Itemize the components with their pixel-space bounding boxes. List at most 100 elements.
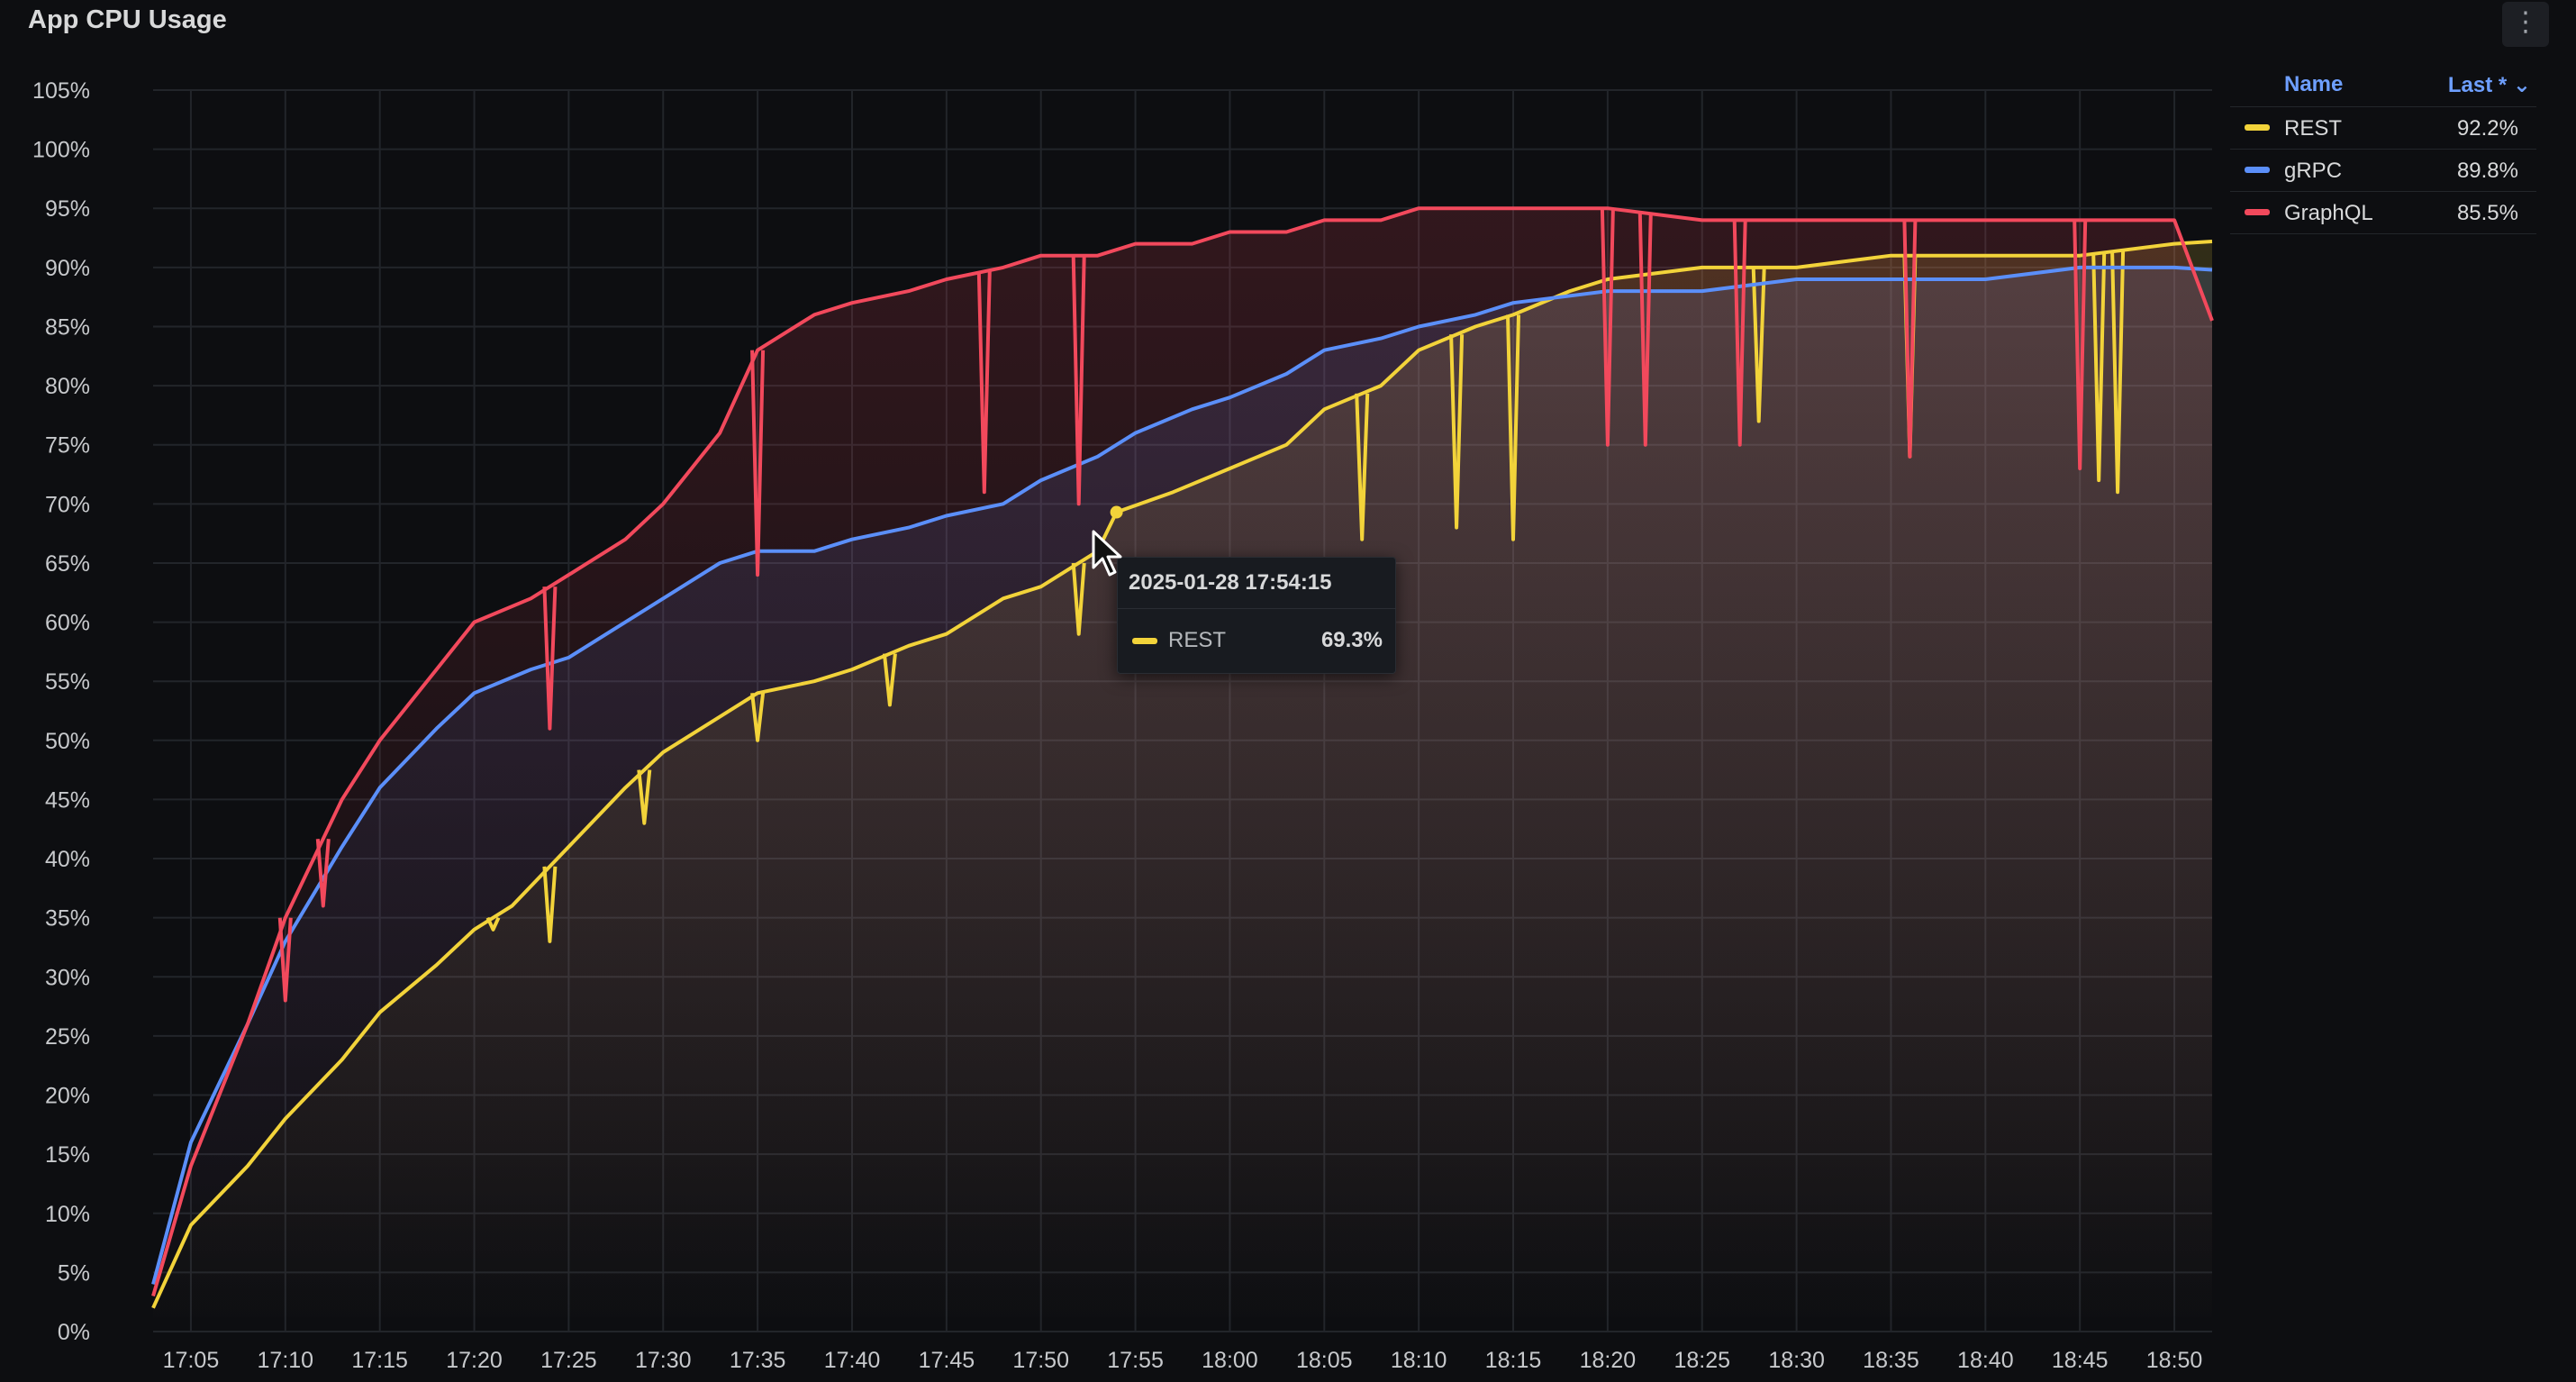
y-tick-label: 40%	[45, 847, 90, 872]
x-tick-label: 17:40	[824, 1348, 881, 1373]
y-tick-label: 25%	[45, 1024, 90, 1050]
y-tick-label: 95%	[45, 196, 90, 222]
mouse-cursor-icon	[1092, 530, 1122, 577]
tooltip-series-name: REST	[1168, 628, 1227, 652]
legend-item-rest[interactable]: REST 92.2%	[2230, 106, 2536, 149]
y-tick-label: 80%	[45, 374, 90, 399]
legend-item-grpc[interactable]: gRPC 89.8%	[2230, 149, 2536, 191]
y-tick-label: 70%	[45, 492, 90, 517]
series-dip-rest	[1449, 334, 1465, 530]
series-dip-rest	[750, 693, 766, 742]
tooltip-swatch	[1132, 638, 1157, 644]
hover-point-rest	[1110, 505, 1123, 519]
y-tick-label: 100%	[32, 138, 90, 163]
tooltip-timestamp: 2025-01-28 17:54:15	[1129, 570, 1332, 595]
series-area-graphql	[153, 208, 2212, 1332]
x-tick-label: 18:25	[1673, 1348, 1730, 1373]
y-tick-label: 20%	[45, 1084, 90, 1109]
x-tick-label: 18:20	[1580, 1348, 1637, 1373]
x-tick-label: 18:05	[1296, 1348, 1353, 1373]
x-tick-label: 17:20	[446, 1348, 503, 1373]
series-dip-graphql	[315, 839, 331, 908]
x-tick-label: 17:45	[919, 1348, 975, 1373]
panel-header: App CPU Usage ⋮	[0, 0, 2576, 47]
y-tick-label: 105%	[32, 78, 90, 104]
y-tick-label: 5%	[58, 1260, 90, 1286]
series-dip-rest	[485, 916, 501, 932]
y-tick-label: 55%	[45, 669, 90, 695]
legend-header-last-sort[interactable]: Last * ⌄	[2447, 73, 2531, 97]
series-dip-graphql	[1600, 208, 1615, 447]
series-dip-graphql	[1071, 255, 1086, 506]
x-tick-label: 18:45	[2052, 1348, 2109, 1373]
legend-header: Name Last * ⌄	[2230, 63, 2536, 106]
y-tick-label: 75%	[45, 433, 90, 459]
x-tick-label: 17:15	[351, 1348, 408, 1373]
series-dip-graphql	[750, 350, 766, 577]
series-dip-rest	[637, 769, 652, 825]
series-dip-rest	[2091, 253, 2107, 483]
x-tick-label: 17:55	[1107, 1348, 1164, 1373]
series-dip-rest	[1071, 562, 1086, 636]
y-tick-label: 60%	[45, 611, 90, 636]
x-tick-label: 17:30	[635, 1348, 692, 1373]
x-tick-label: 18:15	[1485, 1348, 1542, 1373]
x-tick-label: 17:50	[1012, 1348, 1069, 1373]
x-tick-label: 18:35	[1863, 1348, 1919, 1373]
series-dip-rest	[882, 653, 897, 707]
x-tick-label: 18:50	[2146, 1348, 2203, 1373]
legend-header-name[interactable]: Name	[2284, 72, 2344, 96]
legend-item-name: REST	[2284, 116, 2343, 141]
x-tick-label: 18:10	[1391, 1348, 1447, 1373]
x-tick-label: 18:30	[1768, 1348, 1825, 1373]
series-dip-graphql	[1637, 213, 1653, 447]
series-line-rest	[151, 240, 2213, 1309]
panel-menu-button[interactable]: ⋮	[2502, 2, 2549, 47]
legend-item-name: GraphQL	[2284, 201, 2373, 225]
panel-title: App CPU Usage	[28, 5, 227, 34]
legend-item-last: 85.5%	[2456, 201, 2518, 225]
x-tick-label: 17:35	[730, 1348, 786, 1373]
tooltip-divider	[1118, 608, 1395, 609]
legend-swatch-grpc	[2245, 167, 2270, 173]
y-tick-label: 0%	[58, 1320, 90, 1345]
series-line-graphql	[151, 206, 2214, 1297]
y-tick-label: 50%	[45, 729, 90, 754]
legend-table: Name Last * ⌄ REST 92.2% gRPC 89.8% Grap…	[2230, 63, 2536, 234]
y-tick-label: 65%	[45, 551, 90, 577]
tooltip-value: 69.3%	[1320, 628, 1383, 652]
legend-item-last: 89.8%	[2456, 159, 2518, 183]
series-dip-graphql	[277, 917, 293, 1003]
y-tick-label: 85%	[45, 314, 90, 340]
series-dip-graphql	[976, 271, 992, 495]
legend-swatch-rest	[2245, 124, 2270, 131]
y-tick-label: 10%	[45, 1202, 90, 1227]
legend-swatch-graphql	[2245, 209, 2270, 215]
y-tick-label: 15%	[45, 1142, 90, 1168]
x-tick-label: 17:25	[540, 1348, 597, 1373]
y-tick-label: 90%	[45, 256, 90, 281]
series-dip-graphql	[1902, 220, 1918, 459]
x-tick-label: 18:00	[1202, 1348, 1258, 1373]
series-dip-graphql	[1732, 220, 1747, 447]
y-tick-label: 35%	[45, 906, 90, 932]
series-dip-graphql	[542, 586, 558, 731]
y-tick-label: 45%	[45, 787, 90, 813]
legend-item-name: gRPC	[2284, 159, 2343, 183]
series-line-grpc	[151, 265, 2213, 1286]
series-dip-rest	[1355, 393, 1370, 541]
hover-tooltip: 2025-01-28 17:54:15 REST 69.3%	[1117, 557, 1396, 674]
x-tick-label: 17:05	[163, 1348, 220, 1373]
legend-item-graphql[interactable]: GraphQL 85.5%	[2230, 191, 2536, 234]
vertical-ellipsis-icon: ⋮	[2512, 7, 2539, 37]
y-tick-label: 30%	[45, 965, 90, 990]
series-dip-rest	[542, 866, 558, 943]
series-dip-rest	[1751, 267, 1766, 423]
series-dip-graphql	[2073, 220, 2088, 470]
x-tick-label: 18:40	[1957, 1348, 2014, 1373]
x-tick-label: 17:10	[258, 1348, 314, 1373]
series-dip-rest	[2110, 250, 2126, 495]
legend-item-last: 92.2%	[2456, 116, 2518, 141]
